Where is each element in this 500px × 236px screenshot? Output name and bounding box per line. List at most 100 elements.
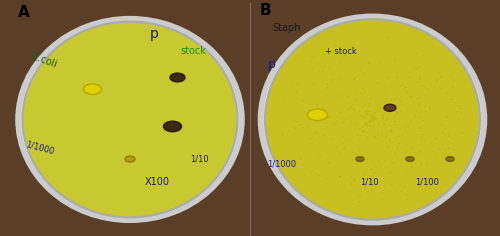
Ellipse shape (364, 125, 366, 126)
Ellipse shape (407, 198, 409, 199)
Ellipse shape (358, 150, 360, 151)
Ellipse shape (374, 136, 376, 137)
Ellipse shape (384, 101, 386, 102)
Ellipse shape (370, 126, 372, 127)
Ellipse shape (342, 137, 344, 138)
Text: B: B (260, 3, 272, 17)
Ellipse shape (404, 170, 406, 171)
Ellipse shape (399, 86, 401, 87)
Ellipse shape (402, 84, 404, 86)
Ellipse shape (450, 142, 452, 143)
Ellipse shape (382, 141, 384, 142)
Ellipse shape (292, 83, 294, 84)
Ellipse shape (366, 124, 368, 126)
Ellipse shape (282, 134, 284, 135)
Ellipse shape (405, 126, 407, 128)
Ellipse shape (380, 166, 382, 167)
Ellipse shape (365, 111, 367, 112)
Text: E.coli: E.coli (30, 52, 58, 70)
Ellipse shape (436, 136, 438, 138)
Ellipse shape (394, 124, 396, 125)
Ellipse shape (396, 137, 398, 139)
Ellipse shape (396, 112, 398, 113)
Ellipse shape (372, 120, 374, 122)
Ellipse shape (456, 111, 458, 112)
Ellipse shape (400, 101, 402, 103)
Ellipse shape (326, 177, 328, 179)
Ellipse shape (368, 120, 370, 122)
Ellipse shape (386, 147, 388, 148)
Ellipse shape (428, 181, 430, 182)
Ellipse shape (309, 137, 311, 139)
Ellipse shape (386, 120, 388, 121)
Text: p: p (150, 27, 159, 41)
Ellipse shape (366, 111, 368, 112)
Ellipse shape (358, 202, 360, 203)
Ellipse shape (370, 118, 372, 120)
Ellipse shape (322, 134, 324, 135)
Ellipse shape (365, 111, 367, 112)
Ellipse shape (423, 55, 425, 57)
Ellipse shape (356, 134, 358, 135)
Ellipse shape (428, 177, 430, 178)
Ellipse shape (366, 136, 368, 138)
Ellipse shape (422, 134, 424, 135)
Ellipse shape (340, 62, 342, 63)
Ellipse shape (381, 135, 383, 136)
Ellipse shape (360, 115, 362, 117)
Ellipse shape (384, 92, 386, 93)
Ellipse shape (438, 72, 440, 73)
Ellipse shape (384, 160, 386, 161)
Ellipse shape (427, 88, 429, 90)
Ellipse shape (398, 136, 400, 137)
Ellipse shape (446, 157, 454, 161)
Ellipse shape (426, 162, 428, 164)
Ellipse shape (323, 107, 325, 108)
Ellipse shape (378, 161, 380, 162)
Ellipse shape (374, 113, 376, 114)
Ellipse shape (400, 191, 402, 192)
Ellipse shape (354, 109, 356, 111)
Ellipse shape (396, 147, 398, 149)
Text: p: p (268, 58, 276, 71)
Ellipse shape (319, 155, 321, 156)
Ellipse shape (407, 124, 409, 126)
Ellipse shape (401, 135, 403, 136)
Ellipse shape (347, 108, 349, 110)
Ellipse shape (358, 139, 360, 140)
Ellipse shape (382, 115, 384, 117)
Ellipse shape (371, 116, 373, 117)
Ellipse shape (350, 176, 352, 177)
Ellipse shape (442, 131, 444, 133)
Ellipse shape (347, 139, 349, 141)
Ellipse shape (386, 77, 388, 78)
Ellipse shape (342, 142, 344, 143)
Ellipse shape (440, 124, 442, 126)
Ellipse shape (384, 104, 396, 111)
Ellipse shape (386, 118, 388, 120)
Ellipse shape (410, 96, 412, 97)
Ellipse shape (416, 153, 418, 154)
Ellipse shape (364, 131, 366, 132)
Ellipse shape (354, 99, 356, 101)
Ellipse shape (326, 83, 328, 84)
Ellipse shape (313, 56, 315, 57)
Ellipse shape (170, 73, 185, 82)
Ellipse shape (311, 137, 313, 138)
Text: Staph: Staph (272, 23, 301, 33)
Ellipse shape (398, 143, 400, 144)
Ellipse shape (332, 79, 334, 80)
Ellipse shape (372, 112, 374, 114)
Ellipse shape (350, 122, 352, 124)
Ellipse shape (318, 70, 320, 72)
Ellipse shape (368, 62, 370, 63)
Ellipse shape (448, 132, 450, 134)
Ellipse shape (371, 120, 373, 122)
Ellipse shape (354, 46, 356, 48)
Ellipse shape (366, 114, 368, 115)
Ellipse shape (303, 175, 305, 176)
Ellipse shape (418, 78, 420, 80)
Ellipse shape (332, 124, 334, 125)
Ellipse shape (356, 153, 358, 155)
Ellipse shape (353, 79, 355, 80)
